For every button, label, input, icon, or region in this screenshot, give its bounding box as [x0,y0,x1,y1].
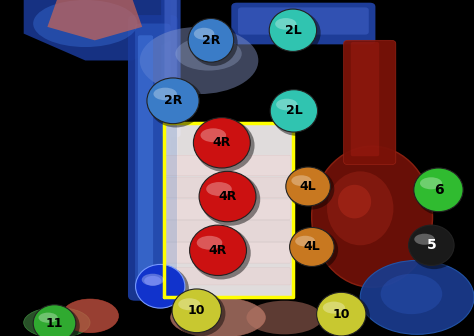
Ellipse shape [194,28,214,40]
Ellipse shape [148,80,203,127]
Ellipse shape [147,78,199,124]
Text: 6: 6 [434,183,443,197]
FancyBboxPatch shape [351,42,379,156]
Ellipse shape [295,236,315,247]
Text: 2L: 2L [285,104,302,117]
Ellipse shape [292,229,338,270]
Ellipse shape [171,297,265,336]
Ellipse shape [271,11,320,55]
Ellipse shape [199,171,256,222]
FancyBboxPatch shape [165,243,291,263]
Ellipse shape [312,146,433,287]
Ellipse shape [173,291,226,336]
Ellipse shape [24,307,90,336]
Ellipse shape [290,227,334,266]
Ellipse shape [195,119,255,172]
FancyBboxPatch shape [165,221,291,241]
Ellipse shape [246,301,322,334]
Text: 2R: 2R [164,94,182,107]
Ellipse shape [270,90,318,132]
Text: 11: 11 [46,317,63,330]
Ellipse shape [178,298,201,310]
Text: 2R: 2R [202,34,220,47]
Ellipse shape [144,276,162,286]
Ellipse shape [137,266,189,312]
FancyBboxPatch shape [128,15,178,301]
Ellipse shape [420,177,442,189]
Ellipse shape [318,294,370,336]
Ellipse shape [190,20,237,66]
Ellipse shape [292,175,311,186]
Text: 4R: 4R [219,190,237,203]
Ellipse shape [175,37,242,71]
Polygon shape [47,0,142,40]
Ellipse shape [136,264,185,308]
FancyBboxPatch shape [161,0,181,137]
Ellipse shape [410,227,458,269]
Ellipse shape [38,312,58,323]
Ellipse shape [415,170,467,215]
FancyBboxPatch shape [164,0,177,129]
Ellipse shape [360,260,474,334]
Ellipse shape [142,274,164,286]
Ellipse shape [154,88,177,100]
FancyBboxPatch shape [138,35,153,287]
Ellipse shape [414,168,463,212]
FancyBboxPatch shape [165,123,292,297]
FancyBboxPatch shape [165,199,291,219]
Text: 4R: 4R [213,136,231,149]
Text: 4L: 4L [300,180,317,193]
FancyBboxPatch shape [165,123,177,297]
Ellipse shape [275,18,297,30]
FancyBboxPatch shape [165,177,291,198]
FancyBboxPatch shape [231,3,375,44]
Ellipse shape [197,236,222,250]
Text: 4R: 4R [209,244,227,257]
Ellipse shape [288,169,334,210]
Text: 10: 10 [188,304,205,317]
Ellipse shape [172,289,221,333]
Ellipse shape [317,292,366,336]
Ellipse shape [338,185,371,218]
Ellipse shape [381,274,442,314]
Ellipse shape [190,225,246,276]
Ellipse shape [201,128,226,142]
Polygon shape [24,0,171,60]
FancyBboxPatch shape [344,40,396,165]
Ellipse shape [269,9,317,51]
Ellipse shape [33,305,76,336]
Text: 10: 10 [333,308,350,321]
Ellipse shape [188,18,234,62]
Text: 5: 5 [427,238,436,252]
Ellipse shape [276,99,298,110]
Ellipse shape [33,0,137,47]
Text: 4L: 4L [303,241,320,253]
Ellipse shape [409,225,454,265]
Ellipse shape [323,302,345,313]
Bar [0,0,133,218]
Ellipse shape [414,234,435,245]
Text: 2L: 2L [284,24,301,37]
FancyBboxPatch shape [135,24,171,292]
Ellipse shape [201,173,260,226]
Ellipse shape [286,167,330,206]
Ellipse shape [140,27,258,94]
Ellipse shape [62,299,118,333]
Ellipse shape [193,118,250,168]
FancyBboxPatch shape [165,155,291,176]
Ellipse shape [191,226,251,280]
Ellipse shape [327,171,393,245]
FancyBboxPatch shape [165,268,291,285]
Ellipse shape [272,91,321,136]
Ellipse shape [206,182,232,196]
Ellipse shape [35,306,80,336]
FancyBboxPatch shape [238,7,369,35]
